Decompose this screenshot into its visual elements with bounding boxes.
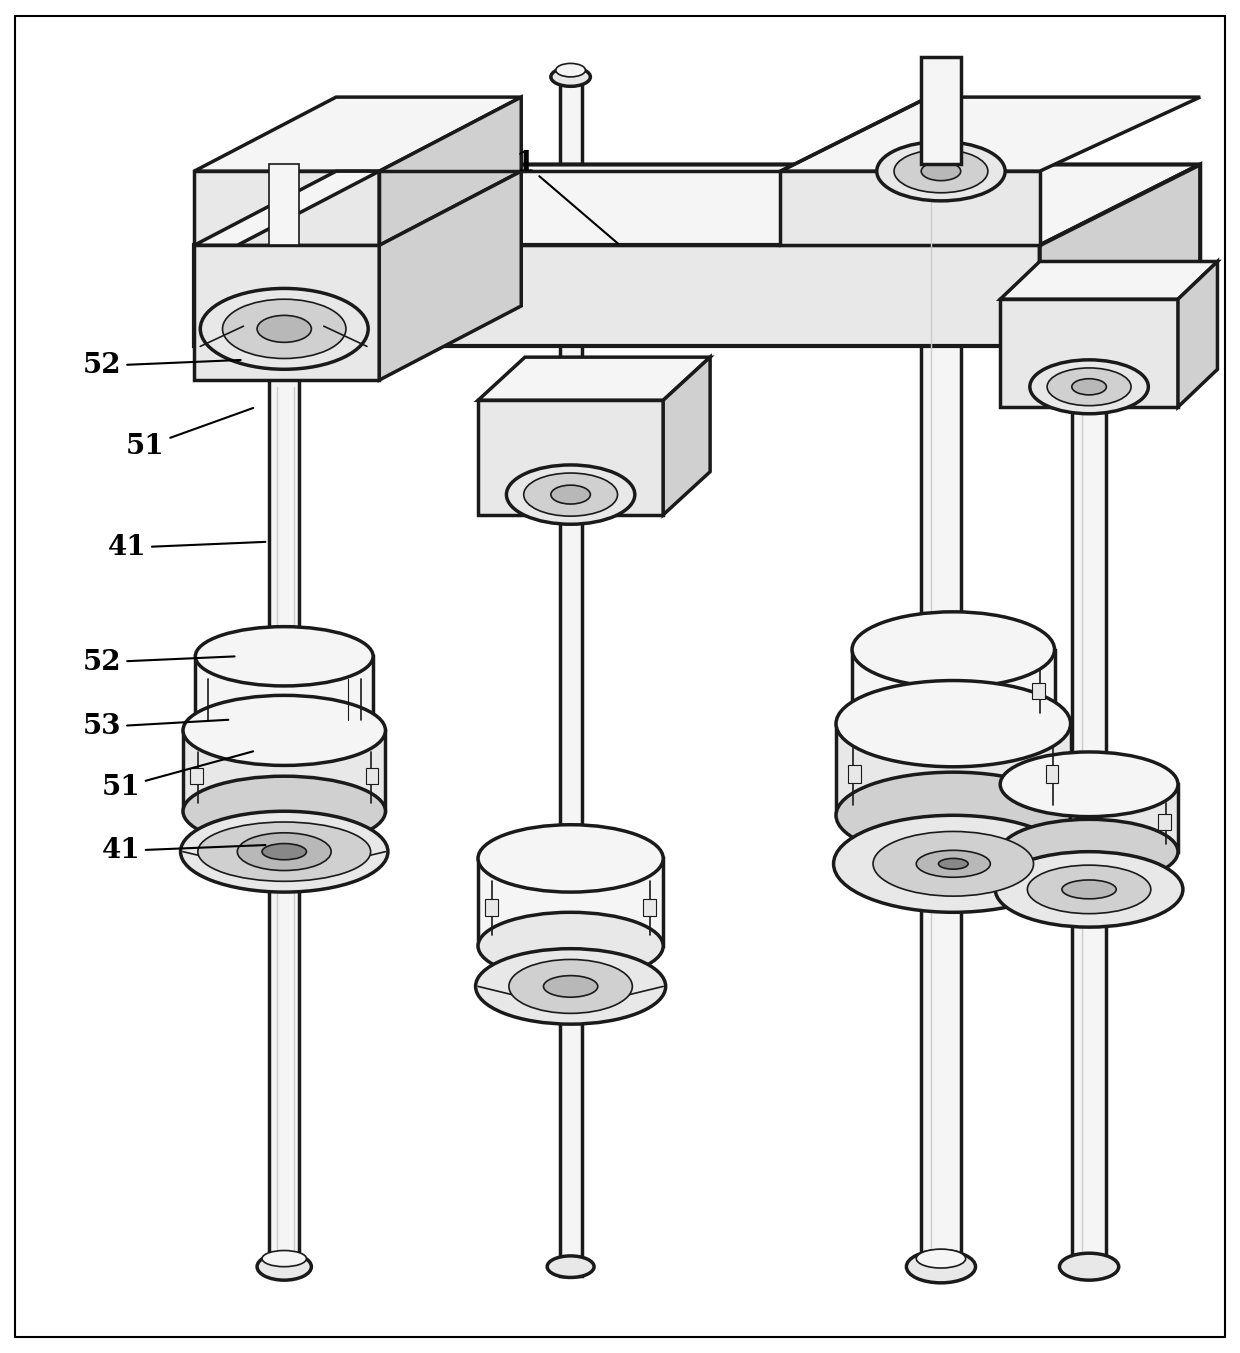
Ellipse shape (181, 812, 388, 892)
Polygon shape (780, 97, 1200, 172)
Polygon shape (195, 245, 1039, 346)
Polygon shape (379, 97, 521, 245)
Ellipse shape (916, 1249, 966, 1268)
Ellipse shape (836, 681, 1070, 767)
Polygon shape (379, 172, 521, 380)
Polygon shape (663, 357, 711, 514)
Polygon shape (196, 656, 373, 731)
Ellipse shape (479, 825, 663, 892)
Ellipse shape (262, 843, 306, 859)
Ellipse shape (551, 68, 590, 87)
Polygon shape (1001, 299, 1178, 407)
Polygon shape (1039, 165, 1200, 346)
Ellipse shape (939, 858, 968, 869)
Polygon shape (195, 165, 1200, 245)
Ellipse shape (257, 315, 311, 342)
Ellipse shape (1030, 360, 1148, 414)
Text: 52: 52 (83, 648, 234, 675)
Ellipse shape (996, 851, 1183, 927)
Ellipse shape (1059, 1253, 1118, 1280)
Ellipse shape (894, 150, 988, 192)
Ellipse shape (184, 777, 386, 846)
Ellipse shape (201, 288, 368, 369)
Polygon shape (780, 172, 1039, 245)
Ellipse shape (506, 465, 635, 524)
Ellipse shape (262, 1250, 306, 1266)
Ellipse shape (237, 833, 331, 870)
Ellipse shape (852, 686, 1054, 762)
Text: 1: 1 (515, 150, 618, 244)
Text: 41: 41 (102, 838, 265, 865)
Ellipse shape (1061, 879, 1116, 898)
Ellipse shape (916, 850, 991, 877)
Bar (1033, 683, 1044, 700)
Ellipse shape (543, 976, 598, 997)
Ellipse shape (833, 816, 1073, 912)
Bar (644, 898, 656, 916)
Bar (1045, 766, 1058, 783)
Ellipse shape (873, 832, 1033, 896)
Polygon shape (1001, 261, 1218, 299)
Bar (921, 165, 961, 1276)
Polygon shape (195, 172, 379, 245)
Ellipse shape (1047, 368, 1131, 406)
Bar (848, 766, 861, 783)
Ellipse shape (547, 1256, 594, 1277)
Ellipse shape (1001, 752, 1178, 817)
Bar (366, 769, 378, 785)
Polygon shape (195, 97, 521, 172)
Ellipse shape (184, 695, 386, 766)
Ellipse shape (479, 912, 663, 980)
Bar (269, 326, 299, 1276)
Bar (191, 769, 203, 785)
Ellipse shape (906, 1250, 976, 1283)
Text: 51: 51 (126, 409, 253, 460)
Polygon shape (479, 858, 663, 946)
Ellipse shape (1001, 820, 1178, 884)
Ellipse shape (852, 612, 1054, 687)
Polygon shape (1178, 261, 1218, 407)
Ellipse shape (523, 474, 618, 515)
Ellipse shape (556, 64, 585, 77)
Text: 41: 41 (108, 534, 265, 561)
Polygon shape (195, 245, 379, 380)
Bar (921, 57, 961, 165)
Bar (559, 77, 582, 1276)
Polygon shape (836, 724, 1070, 816)
Polygon shape (184, 731, 386, 812)
Polygon shape (195, 172, 379, 245)
Bar (269, 165, 299, 245)
Polygon shape (852, 649, 1054, 724)
Polygon shape (479, 357, 711, 400)
Polygon shape (479, 400, 663, 514)
Ellipse shape (836, 773, 1070, 858)
Ellipse shape (921, 162, 961, 181)
Ellipse shape (1028, 865, 1151, 913)
Polygon shape (1001, 785, 1178, 851)
Ellipse shape (1071, 379, 1106, 395)
Text: 52: 52 (83, 352, 241, 379)
Ellipse shape (508, 959, 632, 1013)
Ellipse shape (551, 486, 590, 505)
Bar (1158, 815, 1171, 831)
Ellipse shape (877, 142, 1006, 200)
Ellipse shape (476, 948, 666, 1024)
Ellipse shape (196, 701, 373, 760)
Ellipse shape (222, 299, 346, 359)
Bar (1071, 333, 1106, 1276)
Ellipse shape (196, 626, 373, 686)
Ellipse shape (257, 1253, 311, 1280)
Ellipse shape (198, 823, 371, 881)
Text: 53: 53 (83, 713, 228, 740)
Bar (485, 898, 497, 916)
Text: 51: 51 (102, 751, 253, 801)
